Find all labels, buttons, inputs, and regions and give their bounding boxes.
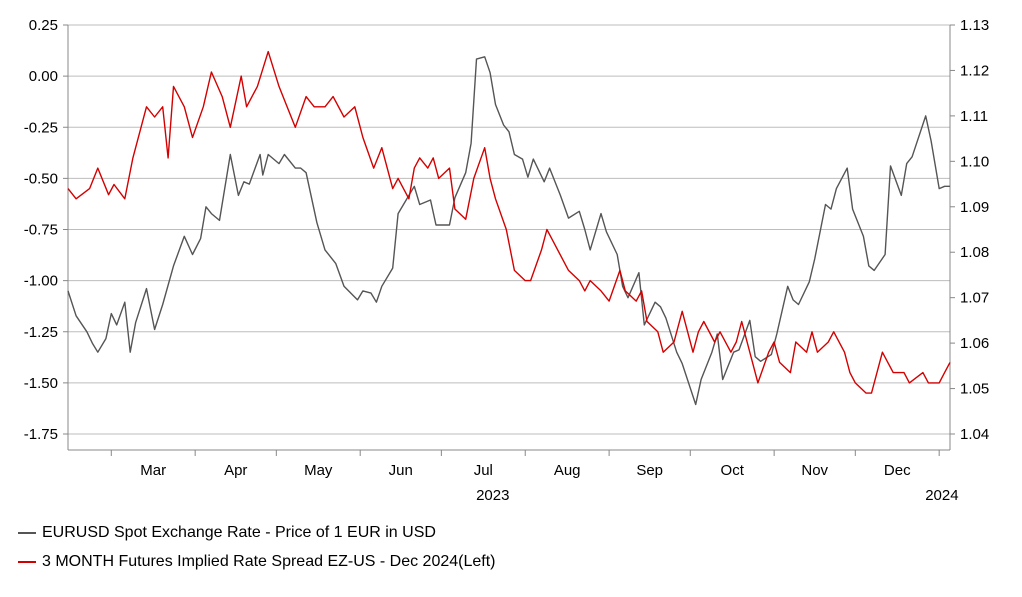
left-tick-label: -0.75 bbox=[24, 222, 58, 239]
right-tick-label: 1.09 bbox=[960, 199, 989, 216]
x-year-label: 2024 bbox=[925, 487, 958, 504]
x-month-label: Dec bbox=[884, 462, 911, 479]
left-tick-label: -0.25 bbox=[24, 119, 58, 136]
series-line-eurusd bbox=[67, 56, 950, 406]
left-axis-tick-labels: 0.25 0.00 -0.25 -0.50 -0.75 -1.00 -1.25 -1.50 -1… bbox=[24, 17, 68, 443]
left-tick-label: 0.25 bbox=[29, 17, 58, 34]
legend-label-rate-spread: 3 MONTH Futures Implied Rate Spread EZ-U… bbox=[42, 553, 496, 570]
x-axis-tick-labels: Mar Apr May Jun Jul Aug Sep Oct Nov Dec 2023 2024 bbox=[110, 450, 959, 504]
right-tick-label: 1.10 bbox=[960, 153, 989, 170]
right-tick-label: 1.04 bbox=[960, 426, 989, 443]
series-lines bbox=[67, 50, 951, 406]
x-month-label: Oct bbox=[721, 462, 745, 479]
x-month-label: Nov bbox=[801, 462, 828, 479]
series-line-rate-spread bbox=[67, 50, 951, 394]
legend-label-eurusd: EURUSD Spot Exchange Rate - Price of 1 E… bbox=[42, 524, 436, 541]
left-tick-label: -1.50 bbox=[24, 375, 58, 392]
left-tick-label: -1.00 bbox=[24, 273, 58, 290]
legend-item-eurusd: EURUSD Spot Exchange Rate - Price of 1 E… bbox=[18, 524, 436, 542]
right-tick-label: 1.11 bbox=[960, 108, 988, 125]
x-month-label: Apr bbox=[224, 462, 247, 479]
right-tick-label: 1.13 bbox=[960, 17, 989, 34]
x-month-label: Aug bbox=[554, 462, 581, 479]
x-month-label: Jul bbox=[474, 462, 493, 479]
x-month-label: May bbox=[304, 462, 333, 479]
right-tick-label: 1.06 bbox=[960, 335, 989, 352]
x-year-label: 2023 bbox=[476, 487, 509, 504]
left-tick-label: -1.75 bbox=[24, 426, 58, 443]
legend-swatch-eurusd bbox=[18, 532, 36, 534]
x-month-label: Mar bbox=[140, 462, 166, 479]
x-month-label: Sep bbox=[636, 462, 663, 479]
x-month-label: Jun bbox=[389, 462, 413, 479]
left-tick-label: -1.25 bbox=[24, 324, 58, 341]
left-tick-label: 0.00 bbox=[29, 68, 58, 85]
right-tick-label: 1.12 bbox=[960, 62, 989, 79]
legend-swatch-rate-spread bbox=[18, 561, 36, 563]
right-axis-tick-labels: 1.13 1.12 1.11 1.10 1.09 1.08 1.07 1.06 1.05 1.04 bbox=[950, 17, 989, 443]
legend-item-rate-spread: 3 MONTH Futures Implied Rate Spread EZ-U… bbox=[18, 553, 496, 571]
right-tick-label: 1.05 bbox=[960, 381, 989, 398]
grid-lines bbox=[68, 24, 950, 435]
right-tick-label: 1.07 bbox=[960, 290, 989, 307]
plot-frame bbox=[67, 25, 951, 451]
left-tick-label: -0.50 bbox=[24, 170, 58, 187]
right-tick-label: 1.08 bbox=[960, 244, 989, 261]
